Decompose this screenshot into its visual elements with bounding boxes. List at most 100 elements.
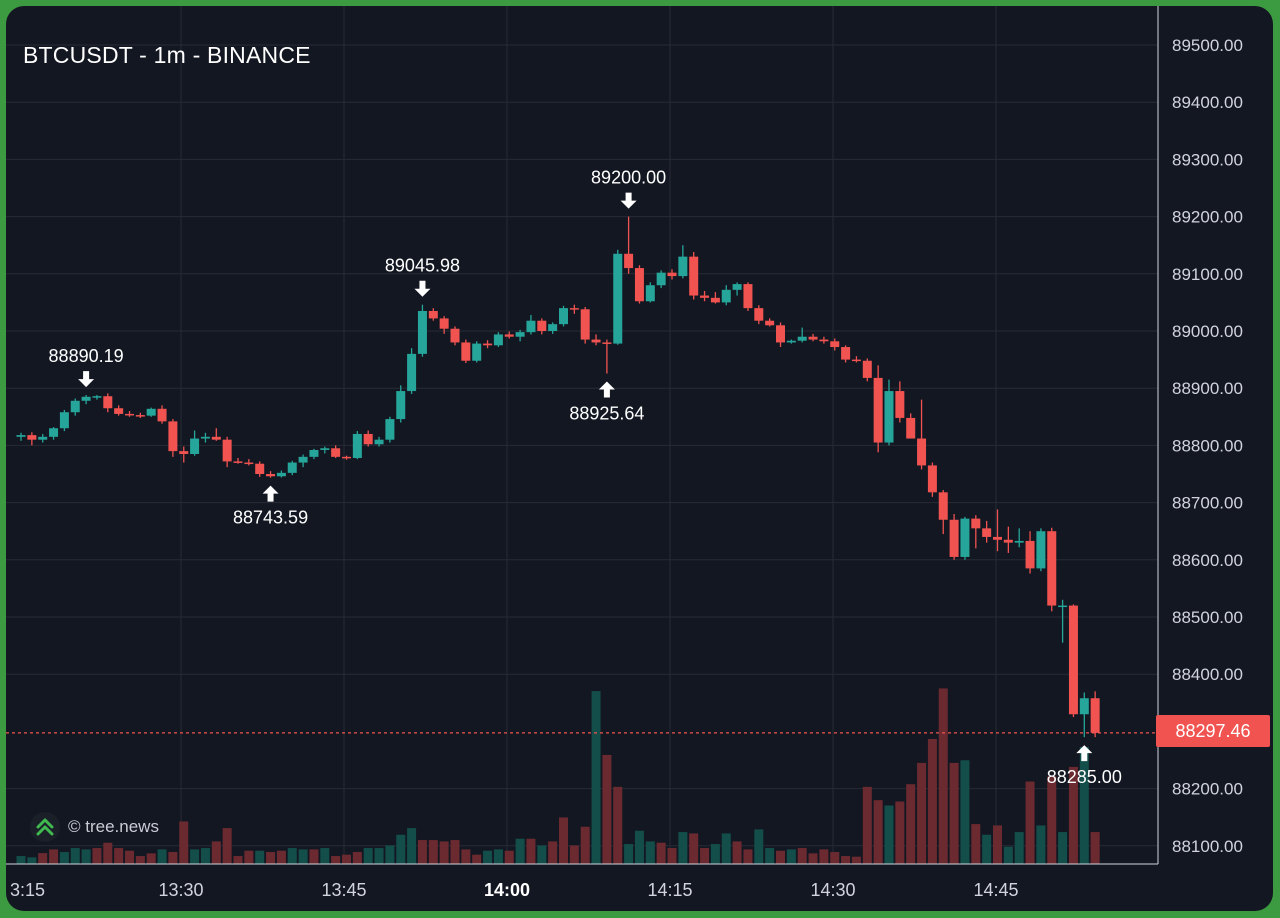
volume-bar [157, 849, 167, 864]
candle-body [841, 347, 851, 360]
candle-body [938, 492, 948, 520]
watermark[interactable]: © tree.news [30, 809, 159, 845]
candle-body [114, 408, 124, 414]
volume-bar [841, 856, 851, 864]
volume-bar [776, 850, 785, 864]
y-tick-label: 88200.00 [1172, 780, 1243, 799]
y-tick-label: 88600.00 [1172, 551, 1243, 570]
candle-body [808, 336, 818, 340]
candle-body [732, 284, 742, 290]
volume-bar [938, 688, 948, 864]
candle-body [797, 336, 807, 341]
candle-body [483, 343, 493, 346]
candle-body [678, 256, 688, 277]
volume-bar [70, 848, 80, 864]
volume-bar [38, 853, 48, 864]
low-annotation-label: 88285.00 [1047, 767, 1122, 787]
candle-body [49, 428, 59, 437]
candle-body [16, 435, 26, 437]
candle-body [819, 339, 829, 342]
volume-bar [591, 691, 601, 864]
volume-bar [700, 848, 710, 864]
volume-bar [895, 801, 905, 864]
volume-bar [276, 850, 286, 864]
volume-bar [656, 842, 666, 864]
candle-body [830, 341, 840, 348]
volume-bar [537, 845, 547, 864]
volume-bar [396, 834, 406, 864]
candle-body [363, 433, 373, 445]
volume-bar [472, 854, 482, 864]
y-tick-label: 89400.00 [1172, 93, 1243, 112]
candle-body [92, 396, 102, 398]
volume-bar [504, 850, 514, 864]
arrow-up-icon [598, 381, 615, 398]
candle-body [103, 396, 113, 409]
watermark-text: © tree.news [68, 817, 159, 836]
volume-bar [1036, 825, 1046, 864]
volume-bar [982, 834, 992, 864]
volume-bar [569, 845, 579, 864]
x-tick-label: 14:00 [484, 880, 530, 900]
y-tick-label: 89500.00 [1172, 36, 1243, 55]
y-tick-label: 88900.00 [1172, 379, 1243, 398]
volume-bar [27, 857, 37, 864]
candlestick-chart[interactable]: 89500.00 89400.00 89300.00 89200.00 89100.00… [6, 6, 1273, 911]
candle-body [580, 309, 590, 340]
volume-bar [786, 849, 796, 864]
candle-body [862, 360, 872, 378]
volume-bar [949, 762, 959, 864]
volume-bar [363, 848, 373, 864]
candle-body [971, 518, 981, 529]
volume-bar [917, 762, 927, 864]
volume-bar [515, 838, 525, 864]
low-annotation-label: 88743.59 [233, 508, 308, 528]
volume-bar [765, 848, 775, 864]
candle-body [211, 436, 221, 440]
volume-bar [135, 856, 145, 864]
volume-bar [1090, 832, 1100, 864]
candle-body [602, 342, 612, 344]
candle-body [1036, 531, 1046, 569]
volume-bar [493, 849, 503, 864]
candle-body [428, 310, 438, 319]
volume-bar [667, 848, 677, 864]
y-tick-label: 89000.00 [1172, 322, 1243, 341]
arrow-up-icon [1076, 745, 1093, 762]
volume-bar [613, 786, 623, 864]
volume-bar [678, 832, 688, 864]
candle-body [493, 334, 503, 346]
candle-body [743, 284, 753, 309]
candle-body [266, 474, 276, 477]
candle-body [287, 462, 297, 473]
y-tick-label: 88800.00 [1172, 436, 1243, 455]
volume-bar [1079, 746, 1089, 864]
candle-body [710, 297, 720, 303]
volume-bar [16, 856, 26, 864]
candle-body [374, 439, 384, 445]
candle-body [548, 324, 558, 331]
volume-bar [309, 849, 319, 864]
candle-body [515, 332, 525, 337]
x-tick-label: 13:45 [321, 880, 366, 900]
candle-body [559, 308, 568, 325]
candle-body [222, 439, 232, 462]
candle-body [200, 436, 210, 439]
volume-bar [81, 849, 91, 864]
x-tick-label: 14:30 [810, 880, 855, 900]
volume-bar [49, 849, 59, 864]
volume-bar [732, 841, 742, 864]
candle-body [244, 462, 254, 465]
volume-bar [797, 848, 807, 864]
candle-body [168, 421, 178, 452]
y-tick-label: 88400.00 [1172, 665, 1243, 684]
candle-body [895, 391, 905, 418]
candle-body [38, 436, 48, 440]
candle-body [1079, 698, 1089, 715]
candle-body [320, 448, 330, 450]
candle-body [721, 289, 731, 303]
candle-body [472, 343, 482, 361]
y-tick-label: 88500.00 [1172, 608, 1243, 627]
y-tick-label: 89300.00 [1172, 150, 1243, 169]
candle-body [993, 536, 1002, 540]
